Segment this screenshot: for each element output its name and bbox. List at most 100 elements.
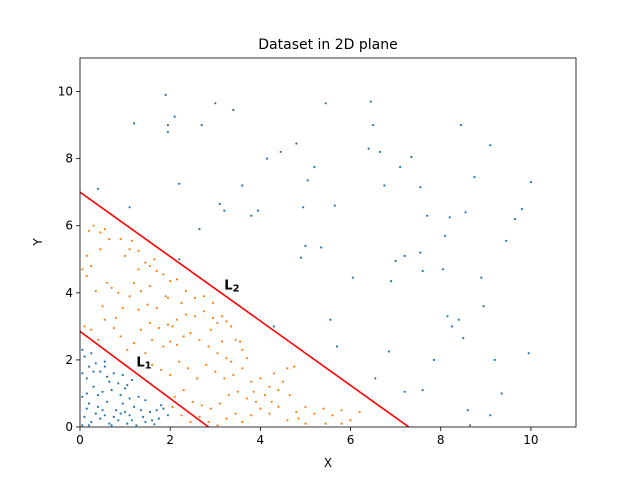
data-point (96, 405, 100, 408)
data-point (130, 239, 133, 242)
data-point (189, 420, 192, 424)
data-point (527, 352, 530, 355)
data-point (270, 400, 273, 403)
data-point (200, 404, 203, 407)
data-point (110, 389, 113, 392)
data-point (444, 234, 447, 237)
data-point (83, 325, 86, 328)
data-point (263, 394, 266, 397)
data-point (92, 370, 95, 373)
data-point (166, 130, 169, 133)
data-point (184, 313, 188, 316)
data-point (160, 368, 163, 372)
data-point (115, 409, 118, 412)
data-point (211, 301, 215, 304)
data-point (87, 365, 91, 368)
data-point (193, 315, 197, 318)
data-point (155, 409, 158, 412)
data-point (81, 424, 84, 427)
data-point (182, 389, 185, 392)
data-point (173, 115, 176, 118)
data-point (128, 414, 131, 417)
data-point (164, 295, 167, 298)
data-point (288, 394, 291, 397)
data-point (313, 165, 316, 169)
data-point (293, 365, 296, 368)
data-point (225, 357, 228, 360)
data-point (196, 377, 199, 380)
data-point (103, 414, 106, 417)
data-point (99, 248, 102, 251)
data-point (87, 424, 91, 427)
data-point (295, 142, 298, 145)
data-point (108, 238, 111, 241)
data-point (446, 315, 449, 318)
plot-frame (79, 57, 577, 428)
data-point (146, 303, 149, 306)
data-point (232, 373, 235, 377)
data-point (130, 378, 133, 382)
data-point (245, 357, 248, 360)
data-point (81, 395, 84, 398)
data-point (299, 256, 302, 259)
data-point (137, 357, 140, 360)
data-point (220, 315, 224, 318)
data-point (225, 320, 228, 323)
data-point (202, 295, 206, 298)
data-point (106, 281, 109, 284)
data-point (468, 424, 472, 427)
data-point (108, 380, 111, 383)
y-axis-label: Y (31, 238, 45, 247)
data-point (225, 417, 228, 420)
data-point (302, 206, 305, 209)
y-tick-label: 10 (58, 85, 73, 99)
data-point (367, 147, 370, 150)
data-point (85, 392, 88, 395)
data-point (189, 332, 192, 335)
data-point (96, 338, 100, 341)
data-point (87, 229, 91, 232)
data-point (480, 276, 483, 279)
data-point (175, 343, 178, 346)
data-point (121, 373, 124, 377)
data-point (96, 394, 100, 397)
data-point (234, 412, 237, 415)
data-point (372, 124, 375, 127)
data-point (421, 389, 424, 392)
data-point (119, 238, 122, 241)
data-point (115, 316, 118, 320)
data-point (230, 325, 233, 328)
data-point (279, 150, 282, 153)
data-point (257, 209, 260, 212)
data-point (304, 244, 307, 247)
data-point (419, 251, 422, 254)
data-point (209, 328, 212, 331)
data-point (162, 407, 165, 410)
data-point (216, 352, 219, 355)
data-point (493, 358, 496, 361)
data-point (85, 377, 88, 380)
data-point (374, 377, 377, 380)
data-point (218, 202, 221, 205)
data-point (529, 181, 533, 184)
data-point (241, 184, 244, 187)
data-point (133, 122, 136, 125)
data-point (130, 419, 133, 422)
y-tick-label: 4 (65, 286, 73, 300)
data-point (340, 422, 343, 425)
data-point (252, 390, 255, 393)
data-point (178, 360, 181, 363)
data-point (83, 355, 86, 358)
data-point (329, 318, 332, 321)
data-point (137, 268, 140, 271)
data-point (236, 390, 239, 393)
data-point (137, 308, 140, 311)
data-point (403, 390, 406, 393)
data-point (94, 412, 97, 415)
data-point (117, 419, 120, 422)
data-point (250, 214, 253, 217)
data-point (448, 216, 451, 219)
data-point (117, 382, 120, 385)
data-point (184, 290, 188, 293)
